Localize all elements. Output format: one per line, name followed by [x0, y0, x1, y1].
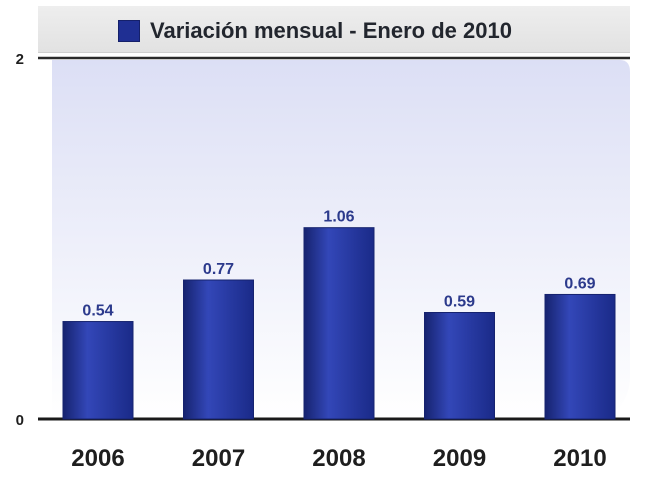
bar-2008	[303, 227, 375, 420]
x-tick-2009: 2009	[433, 445, 486, 472]
bar-2009	[424, 312, 495, 420]
x-tick-2007: 2007	[192, 445, 245, 472]
y-tick-top: 2	[16, 51, 24, 68]
x-tick-2008: 2008	[312, 445, 365, 472]
y-tick-bottom: 0	[16, 412, 24, 429]
data-label-2010: 0.69	[564, 275, 595, 292]
bar-2007	[183, 279, 254, 420]
data-label-2006: 0.54	[82, 303, 113, 320]
legend-label: Variación mensual - Enero de 2010	[150, 18, 512, 43]
legend-swatch	[118, 20, 140, 42]
legend: Variación mensual - Enero de 2010	[38, 6, 630, 53]
bar-2010	[544, 293, 616, 420]
data-label-2007: 0.77	[203, 261, 234, 278]
bar-2006	[62, 321, 134, 420]
data-label-2009: 0.59	[444, 294, 475, 311]
x-tick-2006: 2006	[71, 445, 124, 472]
bars-group: 0.54 2006 0.77 2007 1.06 2008 0.59 2009 0.69 2010	[62, 209, 616, 472]
data-label-2008: 1.06	[323, 209, 354, 226]
x-tick-2010: 2010	[553, 445, 606, 472]
